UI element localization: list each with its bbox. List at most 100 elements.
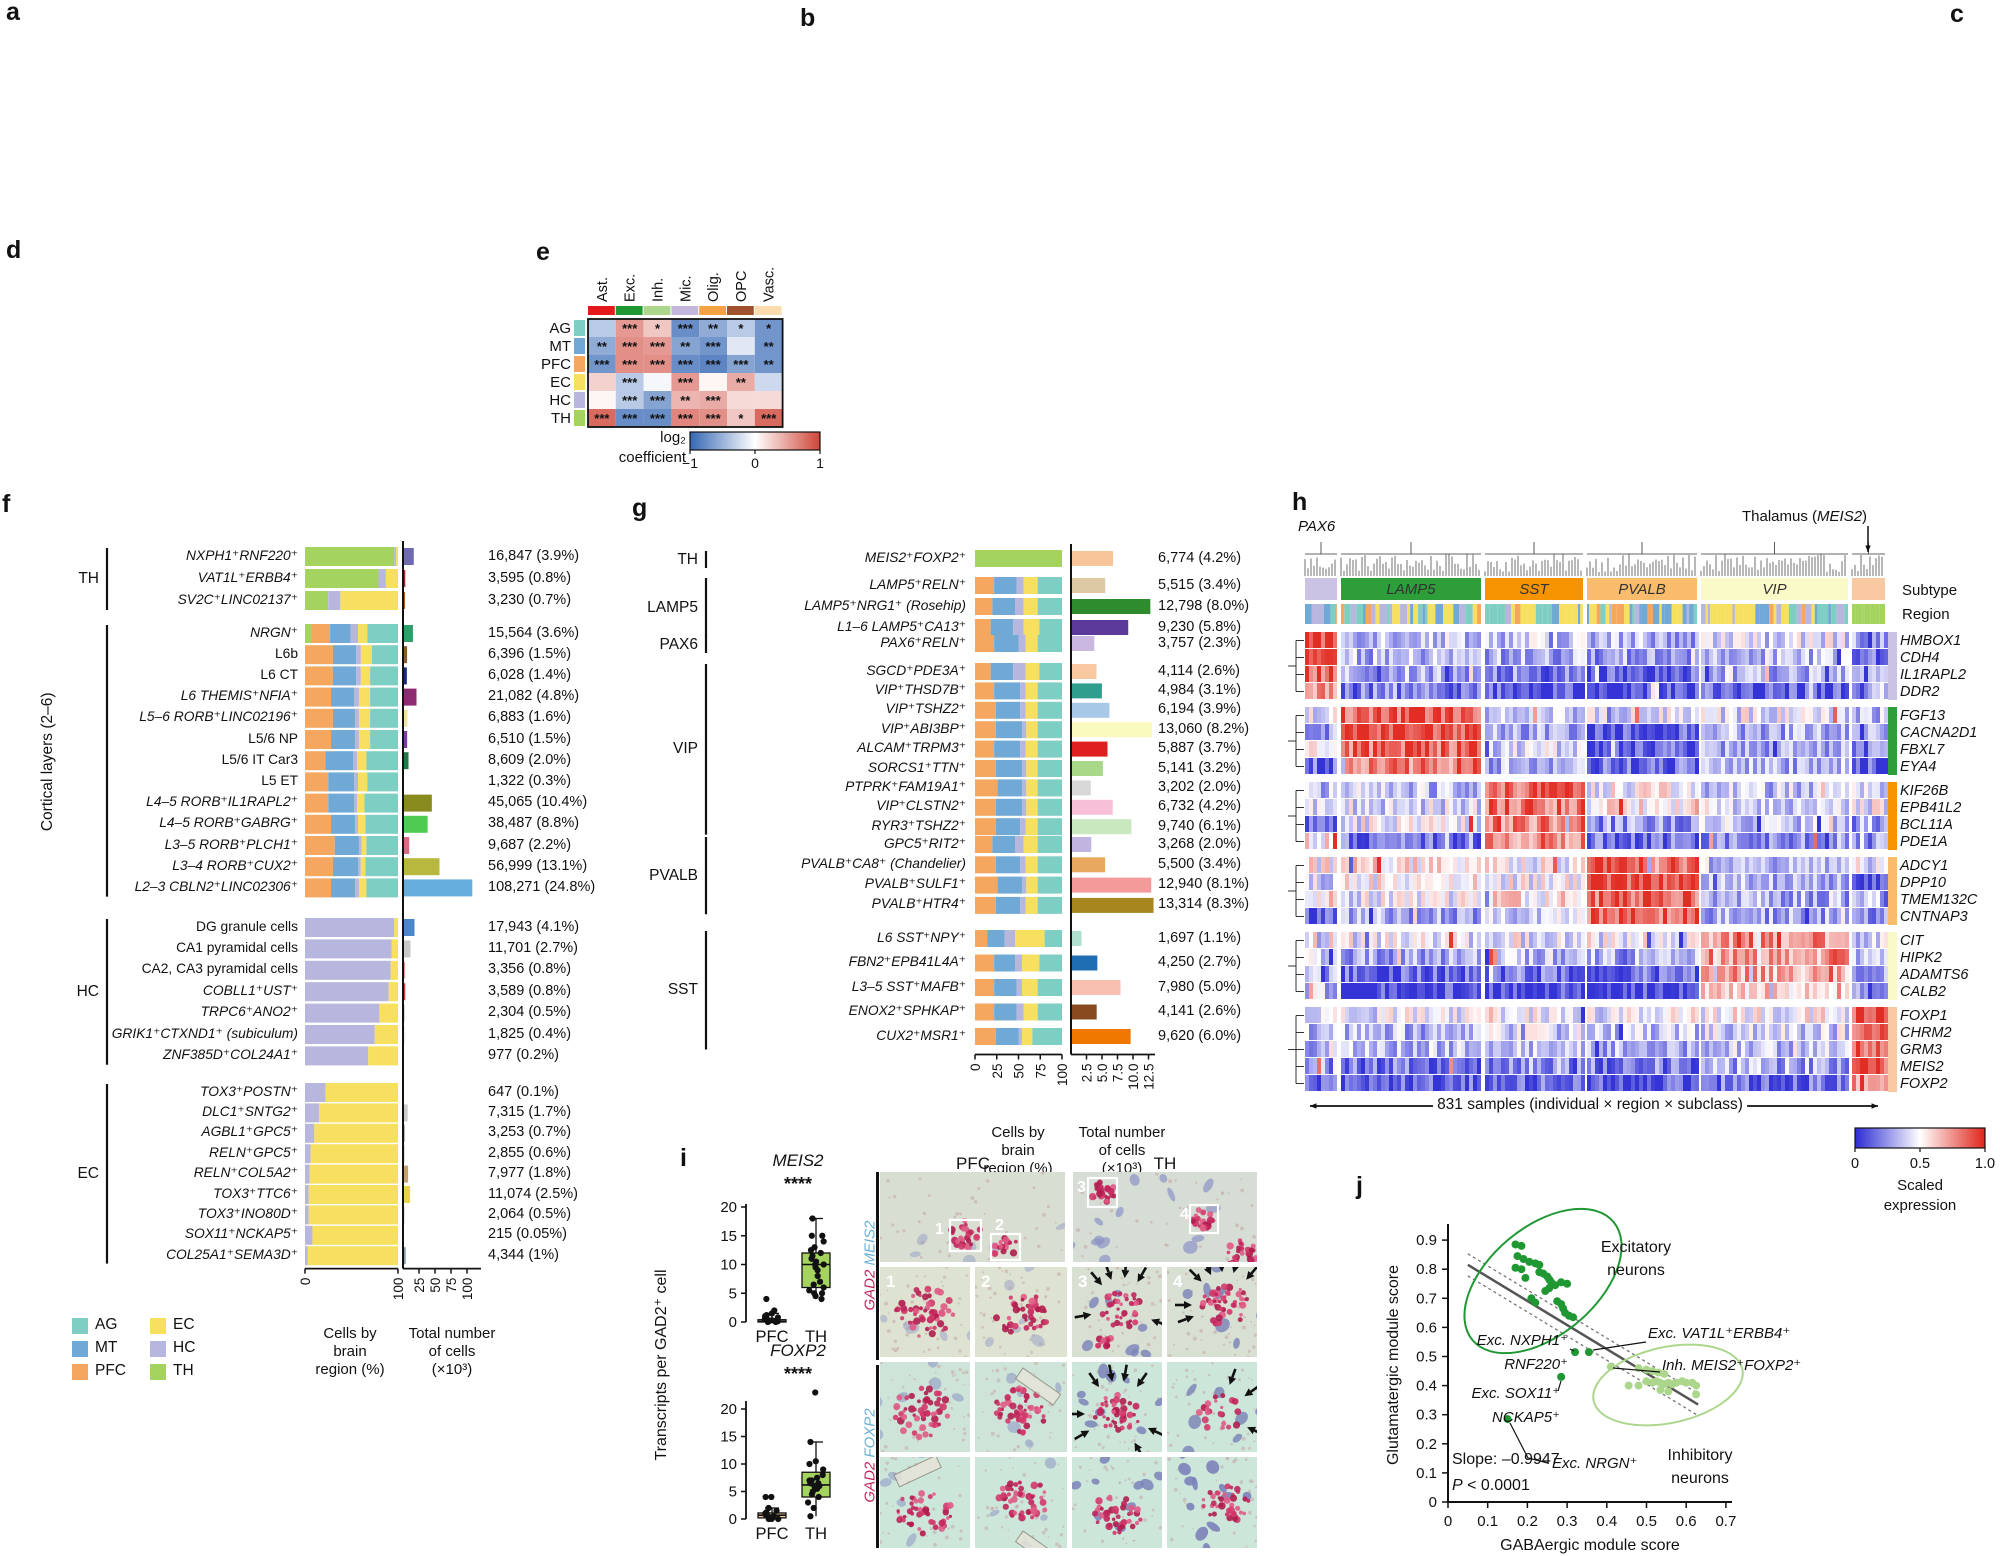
total-count-bar <box>403 688 417 706</box>
subtype-row-label: L3–5 RORB⁺PLCH1⁺ <box>164 836 298 852</box>
total-count-bar <box>1071 857 1106 873</box>
region-bar-segment <box>975 798 996 816</box>
svg-text:***: *** <box>622 411 638 426</box>
svg-text:TH: TH <box>805 1328 827 1346</box>
svg-text:PFC: PFC <box>756 1328 789 1346</box>
subtype-row-label: LAMP5⁺RELN⁺ <box>869 576 966 592</box>
axis-caption: (×10³) <box>431 1361 473 1378</box>
region-bar-segment <box>370 730 398 749</box>
region-bar-segment <box>325 751 354 771</box>
region-bar-segment <box>975 1003 995 1021</box>
region-bar-segment <box>305 939 392 959</box>
gene-label: CACNA2D1 <box>1900 725 1978 741</box>
subtype-row-label: ZNF385D⁺COL24A1⁺ <box>163 1046 298 1062</box>
region-bar-segment <box>1021 979 1038 996</box>
cell-count: 2,064 (0.5%) <box>488 1205 572 1222</box>
region-label: TH <box>173 1362 194 1379</box>
cell-count: 56,999 (13.1%) <box>488 857 588 874</box>
panel-a-label: a <box>6 0 20 26</box>
region-bar-segment <box>1023 598 1038 615</box>
svg-text:OPC: OPC <box>734 271 750 302</box>
panel-b-label: b <box>800 4 816 32</box>
cell-count: 11,701 (2.7%) <box>488 939 579 956</box>
total-count-bar <box>1071 980 1121 995</box>
panel-g-label: g <box>632 494 648 522</box>
subtype-row-label: TRPC6⁺ANO2⁺ <box>200 1004 298 1020</box>
cell-count: 16,847 (3.9%) <box>488 547 580 564</box>
cell-count: 12,798 (8.0%) <box>1158 597 1250 614</box>
svg-text:75: 75 <box>1033 1064 1048 1079</box>
cell-count: 9,687 (2.2%) <box>488 836 572 853</box>
subtype-row-label: CUX2⁺MSR1⁺ <box>876 1027 966 1043</box>
region-bar-segment <box>1026 798 1038 816</box>
region-bar-segment <box>328 793 355 813</box>
histology-image <box>1167 1457 1257 1548</box>
region-bar-segment <box>975 682 995 700</box>
region-bar-segment <box>305 1164 310 1184</box>
svg-text:***: *** <box>761 411 777 426</box>
axis-caption: of cells <box>428 1343 476 1360</box>
total-count-bar <box>403 1124 406 1142</box>
total-count-bar <box>403 752 409 770</box>
svg-text:1.0: 1.0 <box>1975 1156 1995 1172</box>
subtype-row-label: RELN⁺GPC5⁺ <box>209 1144 298 1160</box>
cell-count: 1,322 (0.3%) <box>488 772 572 789</box>
subtype-row-label: PVALB⁺HTR4⁺ <box>871 896 966 912</box>
histology-image <box>975 1362 1067 1452</box>
gene-label: MEIS2 <box>1900 1059 1944 1075</box>
region-bar-segment <box>350 624 359 643</box>
panel-i-label: i <box>680 1144 687 1172</box>
region-bar-segment <box>391 939 398 959</box>
region-bar-segment <box>987 930 1005 947</box>
region-bar-segment <box>1037 798 1062 816</box>
region-bar-segment <box>354 687 359 707</box>
total-count-bar <box>403 837 410 854</box>
region-bar-segment <box>994 740 1021 758</box>
subtype-row-label: L5/6 IT Car3 <box>221 751 298 767</box>
region-bar-segment <box>355 814 359 834</box>
svg-text:VIP: VIP <box>1762 581 1786 598</box>
total-count-bar <box>403 1186 411 1203</box>
region-bar-segment <box>995 760 1022 777</box>
region-bar-segment <box>305 1185 309 1204</box>
subtype-row-label: L3–4 RORB⁺CUX2⁺ <box>172 857 298 873</box>
region-bar-segment <box>358 624 368 643</box>
region-bar-segment <box>1015 598 1024 615</box>
total-count-bar <box>1071 897 1154 913</box>
samples-label: 831 samples (individual × region × subcl… <box>1433 1096 1747 1114</box>
region-bar-segment <box>328 591 341 610</box>
region-bar-segment <box>1037 896 1062 914</box>
svg-text:MEIS2: MEIS2 <box>772 1151 824 1170</box>
hist-header-th: TH <box>1153 1154 1177 1173</box>
region-bar-segment <box>1037 635 1062 652</box>
total-count-bar <box>1071 1004 1097 1020</box>
svg-text:EC: EC <box>550 374 571 391</box>
subtype-row-label: L3–5 SST⁺MAFB⁺ <box>851 978 966 994</box>
svg-text:15: 15 <box>720 1429 737 1446</box>
region-bar-segment <box>305 666 333 686</box>
region-bar-segment <box>1025 701 1038 719</box>
hist-divider <box>876 1365 879 1548</box>
region-bar-segment <box>378 569 386 588</box>
region-bar-segment <box>975 836 993 853</box>
cell-count: 4,344 (1%) <box>488 1246 559 1263</box>
svg-text:***: *** <box>706 357 722 372</box>
region-bar-segment <box>305 793 329 813</box>
region-bar-segment <box>305 1046 369 1066</box>
subtype-row-label: PVALB⁺SULF1⁺ <box>864 876 966 892</box>
svg-text:Ast.: Ast. <box>595 277 611 302</box>
subtype-row-label: CA1 pyramidal cells <box>176 939 298 955</box>
region-bar-segment <box>994 979 1017 996</box>
region-bar-segment <box>1015 954 1022 972</box>
region-bar-segment <box>975 619 991 636</box>
gene-label: KIF26B <box>1900 783 1949 799</box>
subtype-axis-label: Subtype <box>1902 582 1958 599</box>
cell-count: 108,271 (24.8%) <box>488 878 596 895</box>
gene-label: CHRM2 <box>1900 1025 1952 1041</box>
total-count-bar <box>403 570 406 587</box>
cell-count: 21,082 (4.8%) <box>488 688 580 705</box>
svg-text:*: * <box>655 321 661 336</box>
svg-text:2: 2 <box>995 1217 1004 1234</box>
